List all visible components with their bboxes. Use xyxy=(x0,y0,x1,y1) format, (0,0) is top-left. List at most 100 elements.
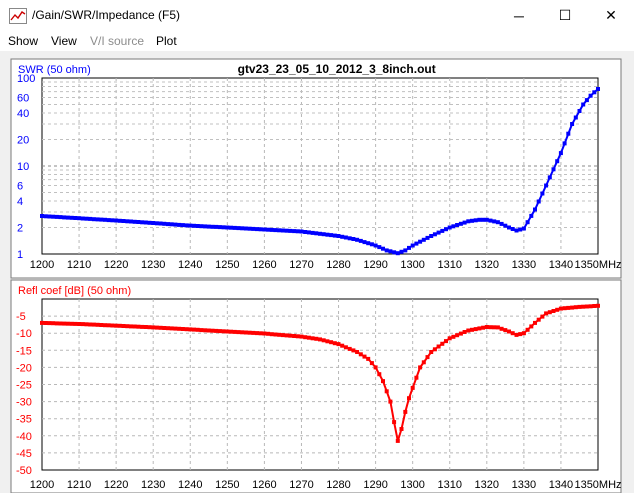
data-point xyxy=(592,304,597,308)
data-point xyxy=(373,243,378,248)
data-point xyxy=(347,236,352,241)
x-tick-label: 1210 xyxy=(67,259,91,271)
data-point xyxy=(154,221,159,226)
data-point xyxy=(521,331,526,336)
data-point xyxy=(147,220,152,225)
data-point xyxy=(169,222,174,227)
data-point xyxy=(551,167,556,172)
data-point xyxy=(251,330,256,335)
data-point xyxy=(77,216,82,221)
data-point xyxy=(544,183,549,188)
data-point xyxy=(470,218,474,223)
data-point xyxy=(525,327,530,332)
data-point xyxy=(151,325,156,330)
data-point xyxy=(184,223,189,228)
data-point xyxy=(88,216,93,221)
data-point xyxy=(125,324,130,329)
data-point xyxy=(114,323,119,328)
y-tick-label: 100 xyxy=(17,73,35,85)
data-point xyxy=(458,221,463,226)
data-point xyxy=(340,234,345,239)
data-point xyxy=(407,245,411,250)
menu-show[interactable]: Show xyxy=(8,34,39,48)
data-point xyxy=(117,323,122,328)
x-tick-label: 1290 xyxy=(363,479,387,491)
data-point xyxy=(566,305,571,310)
data-point xyxy=(325,232,330,237)
data-point xyxy=(381,379,385,384)
data-point xyxy=(58,321,63,326)
data-point xyxy=(540,314,545,319)
data-point xyxy=(210,224,215,229)
data-point xyxy=(147,325,152,330)
data-point xyxy=(110,323,115,328)
data-point xyxy=(65,215,70,220)
data-point xyxy=(329,233,334,238)
x-tick-label: 1260 xyxy=(252,259,276,271)
data-point xyxy=(492,325,497,330)
data-point xyxy=(481,217,486,222)
data-point xyxy=(347,346,352,351)
data-point xyxy=(566,131,571,136)
y-tick-label: -45 xyxy=(16,448,32,460)
data-point xyxy=(596,303,600,308)
data-point xyxy=(84,216,89,221)
data-point xyxy=(247,330,252,335)
menu-vi-source[interactable]: V/I source xyxy=(90,34,145,48)
data-point xyxy=(206,328,211,333)
data-point xyxy=(43,321,48,325)
data-point xyxy=(377,372,382,377)
data-point xyxy=(596,87,600,91)
data-point xyxy=(129,324,133,329)
data-point xyxy=(195,224,200,228)
x-tick-label: 1340 xyxy=(549,259,573,271)
data-point xyxy=(303,230,308,234)
data-point xyxy=(381,246,385,251)
x-tick-label: 1320 xyxy=(475,479,499,491)
y-tick-label: 1 xyxy=(17,249,23,261)
y-tick-label: -20 xyxy=(16,362,32,374)
data-point xyxy=(121,324,126,328)
data-point xyxy=(103,217,107,222)
data-point xyxy=(273,228,278,233)
data-point xyxy=(143,325,148,329)
data-point xyxy=(562,141,567,146)
x-tick-label: 1290 xyxy=(363,259,387,271)
data-point xyxy=(551,309,556,313)
data-point xyxy=(484,325,489,329)
data-point xyxy=(173,222,178,227)
data-point xyxy=(440,228,445,233)
data-point xyxy=(292,229,297,234)
data-point xyxy=(573,305,578,310)
data-point xyxy=(280,228,285,233)
data-point xyxy=(388,399,393,404)
data-point xyxy=(77,322,82,326)
x-tick-label: 1270 xyxy=(289,479,313,491)
data-point xyxy=(121,219,126,223)
title-bar: /Gain/SWR/Impedance (F5) ─ ☐ ✕ xyxy=(0,0,634,31)
data-point xyxy=(421,237,426,242)
data-point xyxy=(547,310,552,315)
menu-plot[interactable]: Plot xyxy=(156,34,177,48)
data-point xyxy=(358,238,363,243)
data-point xyxy=(351,348,356,353)
x-tick-label: 1230 xyxy=(141,259,165,271)
data-point xyxy=(355,237,360,242)
x-tick-label: 1230 xyxy=(141,479,165,491)
close-button[interactable]: ✕ xyxy=(605,7,617,23)
data-point xyxy=(162,326,167,330)
minimize-button[interactable]: ─ xyxy=(514,7,524,24)
x-tick-label: 1320 xyxy=(475,259,499,271)
data-point xyxy=(392,250,397,255)
data-point xyxy=(343,235,348,240)
maximize-button[interactable]: ☐ xyxy=(558,7,572,23)
data-point xyxy=(533,320,537,325)
menu-view[interactable]: View xyxy=(51,34,77,48)
data-point xyxy=(310,336,315,341)
data-point xyxy=(373,365,378,370)
data-point xyxy=(206,224,211,229)
data-point xyxy=(95,322,100,327)
data-point xyxy=(229,329,233,334)
data-point xyxy=(192,223,196,228)
data-point xyxy=(99,217,104,222)
